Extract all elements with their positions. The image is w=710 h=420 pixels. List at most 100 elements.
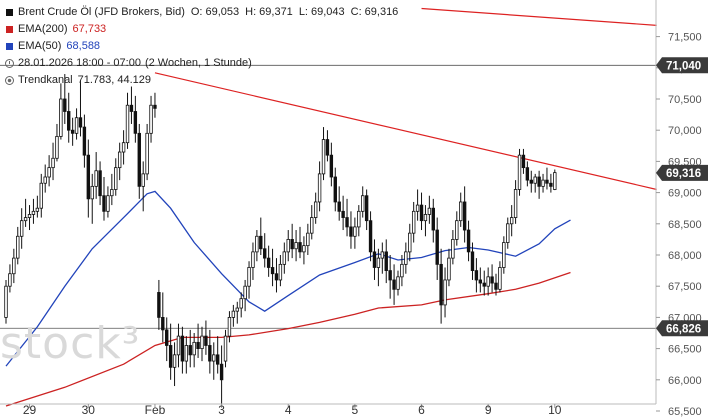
candle-body bbox=[270, 267, 275, 275]
candle bbox=[400, 255, 404, 287]
candle-body bbox=[43, 176, 47, 184]
candle-body bbox=[470, 251, 475, 272]
candle bbox=[447, 248, 451, 287]
candles bbox=[4, 74, 557, 405]
x-tick-label: 4 bbox=[285, 403, 292, 417]
candle-body bbox=[392, 279, 396, 290]
candle-body bbox=[529, 179, 533, 184]
candle-body bbox=[423, 214, 428, 222]
candle bbox=[282, 242, 287, 274]
candle bbox=[439, 248, 443, 324]
candle-body bbox=[184, 345, 189, 362]
candle-body bbox=[200, 335, 204, 349]
ema200-value: 67,733 bbox=[72, 23, 107, 35]
candle bbox=[70, 117, 75, 146]
candle-body bbox=[513, 189, 518, 218]
candle-body bbox=[274, 273, 279, 281]
candle bbox=[509, 205, 514, 237]
candle-body bbox=[388, 270, 392, 281]
candle bbox=[23, 198, 28, 227]
ema50-value: 68,588 bbox=[66, 40, 101, 52]
candle-body bbox=[176, 335, 181, 356]
horizontal-lines bbox=[0, 64, 656, 329]
legend-ema50-row: EMA(50) 68,588 bbox=[4, 38, 398, 55]
candle bbox=[4, 279, 8, 324]
level-tag-1-bg bbox=[656, 320, 708, 337]
candle-body bbox=[384, 251, 388, 272]
candle bbox=[435, 217, 439, 280]
candle bbox=[333, 167, 337, 212]
candle-body bbox=[114, 167, 118, 190]
candle bbox=[98, 161, 102, 206]
candle-body bbox=[74, 117, 79, 134]
trendkanal-value: 71.783, 44.129 bbox=[77, 74, 152, 86]
candle bbox=[106, 186, 110, 218]
candle bbox=[376, 248, 381, 287]
candle bbox=[549, 173, 553, 193]
legend-period-row: 28.01.2026 18:00 - 07:00 (2 Wochen, 1 St… bbox=[4, 55, 398, 72]
candle-body bbox=[16, 235, 20, 259]
candle-body bbox=[541, 179, 545, 187]
candle bbox=[372, 239, 377, 280]
candle-body bbox=[31, 210, 36, 215]
candle-body bbox=[231, 310, 236, 318]
candle bbox=[235, 301, 239, 324]
legend-instrument-row: Brent Crude Öl (JFD Brokers, Bid) O: 69,0… bbox=[4, 4, 398, 21]
candle-body bbox=[364, 195, 369, 222]
candle-body bbox=[533, 176, 537, 184]
y-tick-label: 71,500 bbox=[668, 32, 702, 44]
ema200-label: EMA(200) bbox=[18, 23, 68, 35]
candle bbox=[255, 230, 259, 262]
candle bbox=[102, 177, 106, 221]
candle-body bbox=[137, 132, 141, 187]
candle bbox=[200, 326, 204, 362]
candle bbox=[278, 255, 283, 287]
ohlc-close-value: 69,316 bbox=[364, 6, 399, 18]
candle-body bbox=[235, 307, 239, 312]
candle bbox=[517, 148, 522, 196]
candle bbox=[462, 186, 467, 243]
candle bbox=[455, 211, 459, 246]
candle-body bbox=[380, 251, 385, 259]
x-tick-label: 3 bbox=[218, 403, 225, 417]
legend-ema200-row: EMA(200) 67,733 bbox=[4, 21, 398, 38]
x-tick-label: 9 bbox=[485, 403, 492, 417]
candle-body bbox=[329, 154, 334, 178]
candle-body bbox=[506, 223, 510, 243]
candle-body bbox=[321, 139, 326, 175]
candle bbox=[215, 336, 220, 374]
candle bbox=[317, 161, 322, 212]
candle bbox=[294, 230, 298, 262]
candle-body bbox=[415, 204, 420, 212]
candle bbox=[353, 217, 357, 249]
candle-body bbox=[294, 242, 298, 250]
candle-body bbox=[482, 282, 486, 287]
candle bbox=[466, 220, 471, 262]
ohlc-low-value: 69,043 bbox=[311, 6, 345, 18]
candle bbox=[172, 342, 177, 387]
candle bbox=[513, 180, 518, 224]
candle-body bbox=[23, 217, 28, 222]
y-tick-label: 67,500 bbox=[668, 281, 702, 293]
candle bbox=[196, 323, 200, 358]
y-tick-label: 70,500 bbox=[668, 94, 702, 106]
candle-body bbox=[110, 189, 114, 197]
candle bbox=[431, 198, 435, 243]
candle-body bbox=[404, 251, 408, 265]
candle bbox=[408, 223, 412, 262]
clock-icon bbox=[5, 59, 14, 68]
candle-body bbox=[400, 263, 404, 278]
x-tick-label: Feb bbox=[145, 403, 166, 417]
candle bbox=[427, 195, 432, 224]
candle bbox=[78, 80, 83, 137]
candle bbox=[388, 255, 392, 299]
candle-body bbox=[227, 316, 232, 337]
candle bbox=[478, 267, 483, 293]
candle-body bbox=[125, 104, 130, 144]
candle bbox=[133, 95, 138, 143]
candle bbox=[212, 342, 216, 380]
candle bbox=[188, 329, 192, 368]
candle bbox=[329, 142, 334, 187]
